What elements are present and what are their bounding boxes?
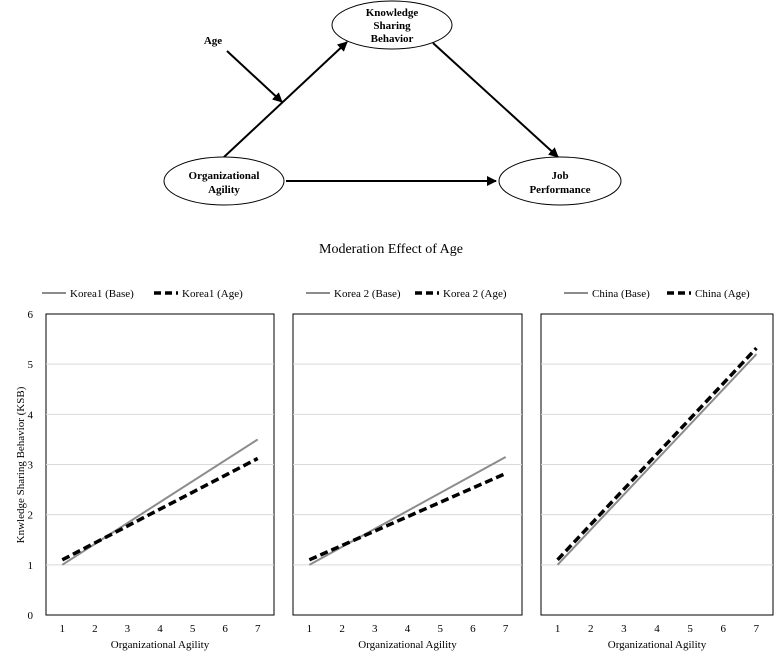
legend-label-base: China (Base)	[592, 288, 650, 300]
shared-y-axis-label: Knwledge Sharing Behavior (KSB)	[15, 386, 27, 543]
x-tick-label: 2	[339, 623, 345, 635]
node-oa-line-2: Agility	[208, 184, 240, 196]
node-jp-line-1: Job	[551, 170, 568, 182]
chart-panel-china: 1 2 3 4 5 6 7 Organizational Agility China (Base…	[540, 288, 774, 651]
x-tick-label: 7	[503, 623, 509, 635]
legend-label-base: Korea1 (Base)	[70, 288, 134, 300]
series-line-base	[556, 353, 758, 566]
series-line-age	[61, 456, 259, 562]
y-tick-label: 6	[28, 309, 34, 321]
node-ksb-line-2: Sharing	[373, 20, 411, 32]
arrow-oa-to-ksb	[223, 41, 348, 158]
node-knowledge-sharing-behavior: Knowledge Sharing Behavior	[331, 0, 453, 50]
series-line-base	[308, 456, 507, 566]
x-tick-label: 5	[190, 623, 196, 635]
legend-label-age: Korea 2 (Age)	[443, 288, 507, 300]
x-tick-label: 4	[157, 623, 163, 635]
x-tick-label: 2	[588, 623, 594, 635]
arrow-ksb-to-jp	[432, 42, 559, 158]
node-organizational-agility: Organizational Agility	[163, 156, 285, 206]
y-tick-label: 3	[28, 460, 34, 472]
node-ksb-line-3: Behavior	[371, 33, 414, 45]
arrow-age-moderator	[226, 50, 283, 103]
x-tick-label: 3	[621, 623, 627, 635]
x-tick-label: 1	[555, 623, 561, 635]
x-tick-label: 3	[125, 623, 131, 635]
y-tick-label: 5	[28, 359, 34, 371]
y-tick-label: 0	[28, 610, 34, 622]
x-axis-label: Organizational Agility	[358, 639, 457, 651]
x-tick-label: 4	[405, 623, 411, 635]
series-line-age	[556, 346, 758, 562]
x-axis-label: Organizational Agility	[608, 639, 707, 651]
node-oa-line-1: Organizational	[189, 170, 260, 182]
x-axis-label: Organizational Agility	[111, 639, 210, 651]
x-tick-label: 1	[60, 623, 66, 635]
path-diagram: Knowledge Sharing Behavior Organizationa…	[163, 0, 622, 206]
y-tick-label: 1	[28, 560, 34, 572]
x-tick-label: 6	[721, 623, 727, 635]
x-tick-label: 5	[437, 623, 443, 635]
legend-label-age: China (Age)	[695, 288, 750, 300]
x-tick-label: 6	[470, 623, 476, 635]
legend-label-age: Korea1 (Age)	[182, 288, 243, 300]
node-ksb-line-1: Knowledge	[366, 7, 419, 19]
node-job-performance: Job Performance	[498, 156, 622, 206]
chart-panel-korea1: 0 1 2 3 4 5 6 1 2 3 4 5 6 7 Organizational Agility Kore…	[28, 288, 275, 651]
legend-label-base: Korea 2 (Base)	[334, 288, 401, 300]
section-title: Moderation Effect of Age	[319, 242, 463, 257]
x-tick-label: 7	[255, 623, 261, 635]
x-tick-label: 5	[687, 623, 693, 635]
y-tick-label: 4	[28, 409, 34, 421]
node-jp-line-2: Performance	[529, 184, 590, 196]
y-tick-label: 2	[28, 510, 34, 522]
x-tick-label: 3	[372, 623, 378, 635]
moderator-label-age: Age	[204, 35, 222, 47]
x-tick-label: 6	[222, 623, 228, 635]
chart-panel-korea2: 1 2 3 4 5 6 7 Organizational Agility Korea 2 (Ba…	[292, 288, 523, 651]
x-tick-label: 4	[654, 623, 660, 635]
x-tick-label: 1	[307, 623, 313, 635]
x-tick-label: 7	[754, 623, 760, 635]
x-tick-label: 2	[92, 623, 98, 635]
